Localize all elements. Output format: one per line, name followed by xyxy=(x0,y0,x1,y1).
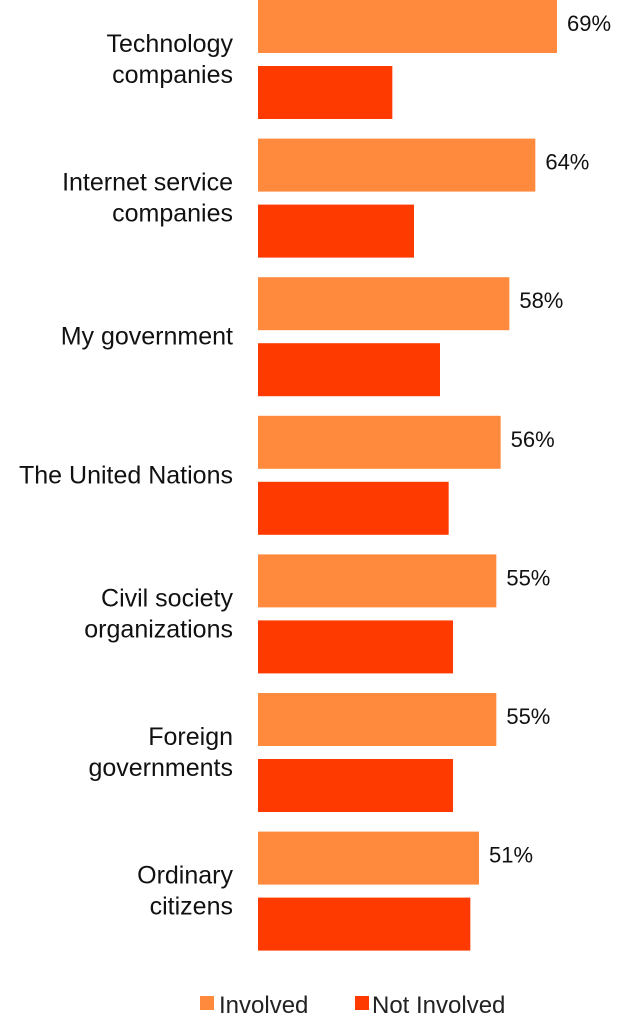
value-label-0: 69% xyxy=(567,11,611,36)
bar-not-involved-0 xyxy=(258,66,393,119)
category-label-line: companies xyxy=(112,61,233,89)
category-label-1: Internet service companies xyxy=(62,169,233,228)
category-label-line: Civil society xyxy=(101,584,233,612)
bar-not-involved-3 xyxy=(258,481,449,535)
bar-involved-6 xyxy=(258,831,479,885)
category-label-0: Technology companies xyxy=(107,30,234,89)
legend-swatch-involved xyxy=(200,996,214,1010)
value-label-1: 64% xyxy=(545,150,589,175)
legend-swatch-not-involved xyxy=(355,996,369,1010)
category-label-line: My government xyxy=(61,323,233,351)
category-label-4: Civil society organizations xyxy=(84,584,233,643)
bar-not-involved-5 xyxy=(258,759,453,812)
category-label-line: organizations xyxy=(84,615,233,643)
category-label-line: citizens xyxy=(150,893,233,921)
category-label-line: The United Nations xyxy=(19,461,233,489)
category-label-3: The United Nations xyxy=(19,461,233,489)
bars-group xyxy=(258,0,557,951)
category-label-line: Ordinary xyxy=(137,862,233,890)
bar-not-involved-4 xyxy=(258,620,453,674)
value-label-2: 58% xyxy=(519,288,563,313)
bar-involved-0 xyxy=(258,0,557,53)
bar-involved-5 xyxy=(258,693,497,746)
bar-not-involved-2 xyxy=(258,343,440,397)
category-label-line: companies xyxy=(112,200,233,228)
bar-involved-1 xyxy=(258,138,536,192)
category-label-5: Foreign governments xyxy=(88,723,233,782)
value-label-6: 51% xyxy=(489,843,533,868)
bar-not-involved-1 xyxy=(258,204,414,258)
bar-involved-3 xyxy=(258,415,501,469)
category-label-line: Internet service xyxy=(62,169,233,197)
legend-label-not-involved: Not Involved xyxy=(372,992,505,1019)
category-label-line: Technology xyxy=(107,30,234,58)
legend: Involved Not Involved xyxy=(200,992,505,1019)
bar-not-involved-6 xyxy=(258,897,471,951)
category-label-line: governments xyxy=(88,754,233,782)
labels-group: 69% Technology companies 64% Internet servic… xyxy=(19,11,611,921)
category-label-line: Foreign xyxy=(148,723,233,751)
bar-involved-4 xyxy=(258,554,497,608)
category-label-2: My government xyxy=(61,323,233,351)
value-label-4: 55% xyxy=(506,565,550,590)
category-label-6: Ordinary citizens xyxy=(137,862,233,921)
legend-label-involved: Involved xyxy=(219,992,308,1019)
value-label-3: 56% xyxy=(511,427,555,452)
bar-involved-2 xyxy=(258,277,510,331)
value-label-5: 55% xyxy=(506,704,550,729)
